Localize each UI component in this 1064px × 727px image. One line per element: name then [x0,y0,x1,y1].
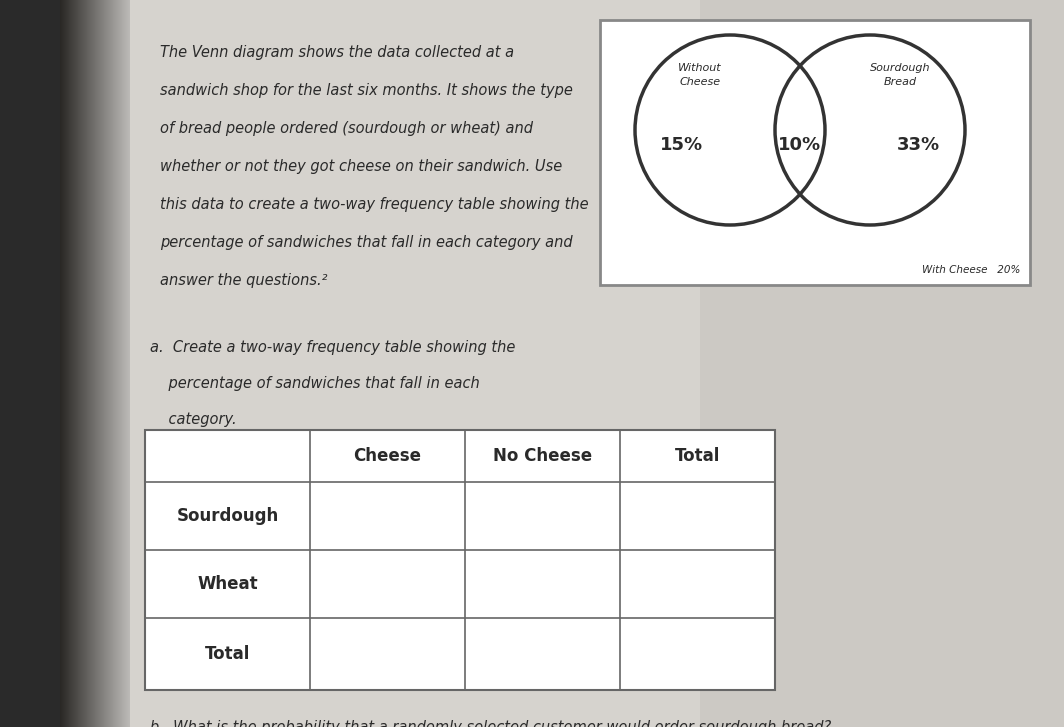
Text: percentage of sandwiches that fall in each: percentage of sandwiches that fall in ea… [150,376,480,391]
Text: Without
Cheese: Without Cheese [678,63,721,87]
Bar [130,0,1064,727]
Text: Cheese: Cheese [353,447,421,465]
Bar [700,0,1064,727]
Text: a.  Create a two-way frequency table showing the: a. Create a two-way frequency table show… [150,340,515,355]
Text: No Cheese: No Cheese [493,447,592,465]
Bar [0,0,60,727]
Bar [600,20,1030,285]
Text: percentage of sandwiches that fall in each category and: percentage of sandwiches that fall in ea… [160,235,572,250]
Text: category.: category. [150,412,236,427]
Text: 10%: 10% [779,136,821,154]
Text: 33%: 33% [897,136,940,154]
Text: With Cheese   20%: With Cheese 20% [921,265,1020,275]
Text: Total: Total [204,645,250,663]
Text: Sourdough
Bread: Sourdough Bread [869,63,930,87]
Text: b.  What is the probability that a randomly selected customer would order sourdo: b. What is the probability that a random… [150,720,831,727]
Text: Sourdough: Sourdough [177,507,279,525]
Text: Wheat: Wheat [197,575,257,593]
Text: answer the questions.²: answer the questions.² [160,273,328,288]
Text: Total: Total [675,447,720,465]
Text: of bread people ordered (sourdough or wheat) and: of bread people ordered (sourdough or wh… [160,121,533,136]
Text: The Venn diagram shows the data collected at a: The Venn diagram shows the data collecte… [160,45,514,60]
Text: whether or not they got cheese on their sandwich. Use: whether or not they got cheese on their … [160,159,562,174]
Text: this data to create a two-way frequency table showing the: this data to create a two-way frequency … [160,197,588,212]
Bar [145,430,775,690]
Text: sandwich shop for the last six months. It shows the type: sandwich shop for the last six months. I… [160,83,572,98]
Text: 15%: 15% [661,136,703,154]
